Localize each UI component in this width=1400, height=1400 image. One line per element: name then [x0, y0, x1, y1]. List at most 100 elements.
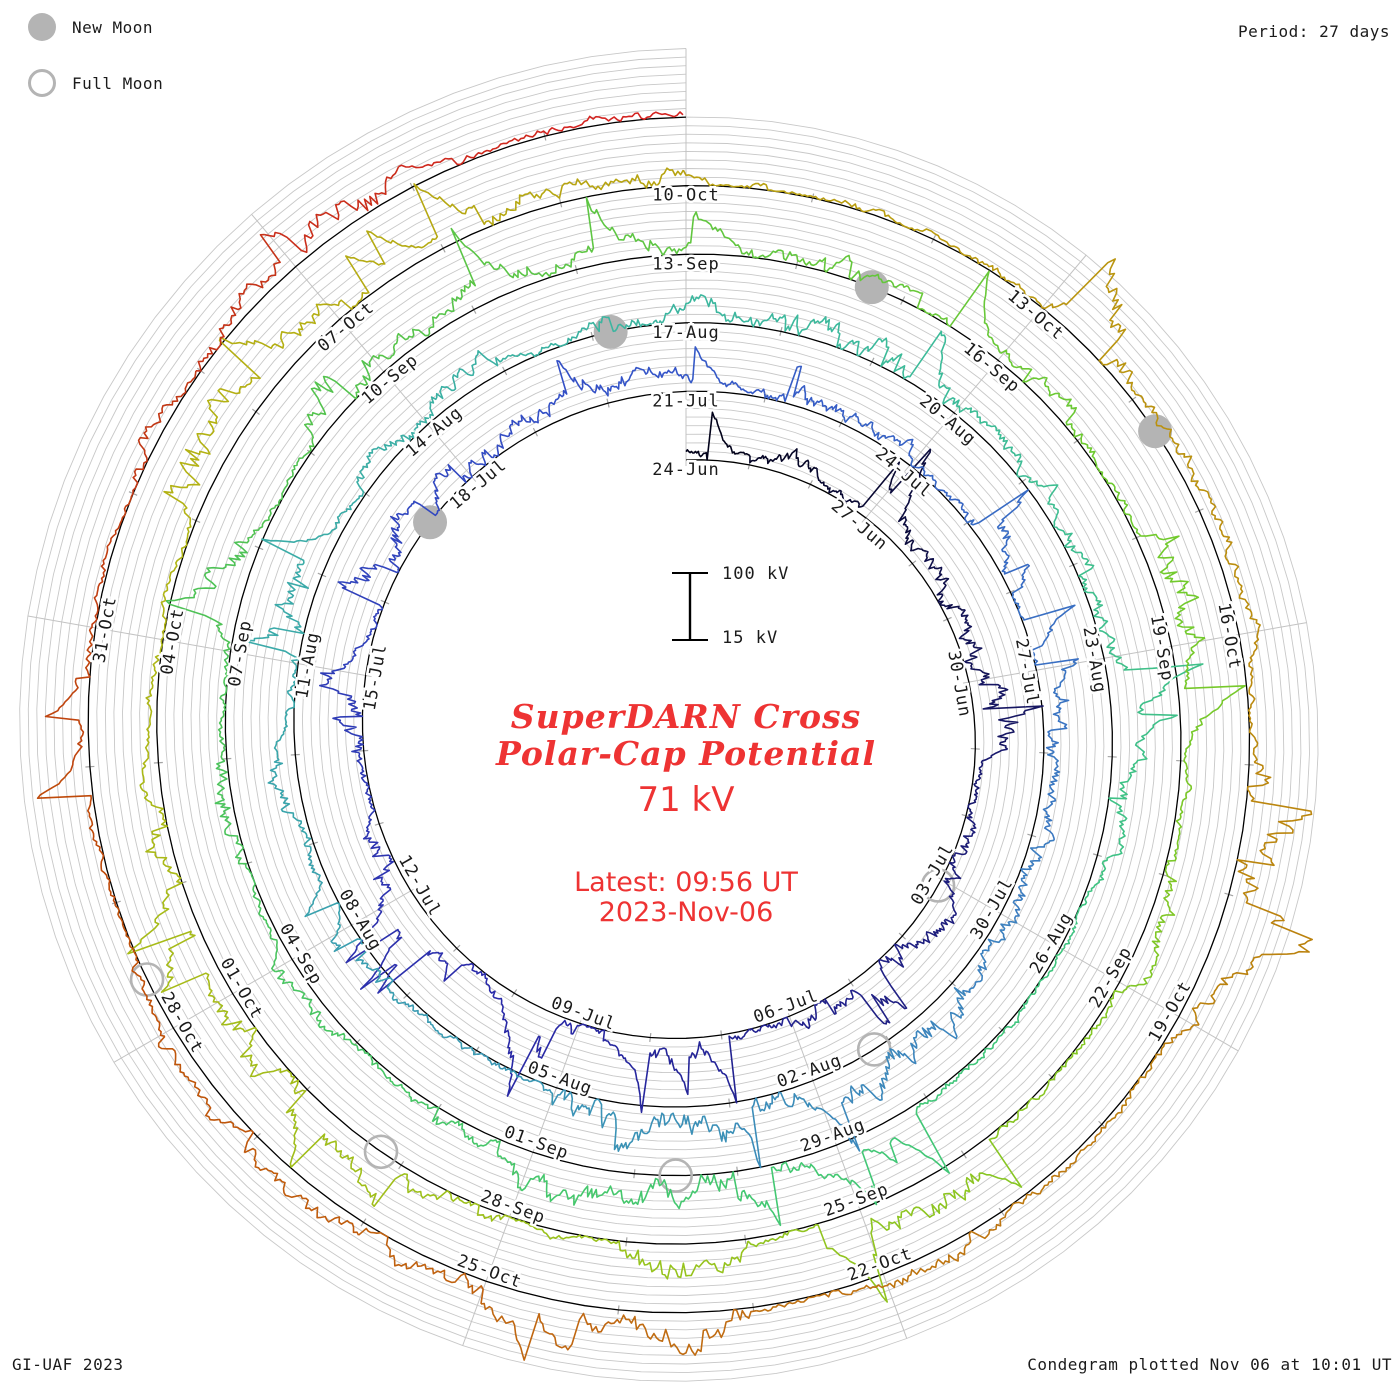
potential-trace-segment	[323, 230, 436, 311]
potential-trace-segment	[1080, 433, 1140, 535]
chart-title-line1: SuperDARN Cross	[510, 697, 862, 736]
potential-trace-segment	[239, 452, 309, 544]
potential-trace-segment	[356, 752, 376, 830]
full-moon-marker	[920, 868, 956, 903]
grid-spiral	[70, 99, 1268, 1331]
potential-trace-segment	[480, 1302, 621, 1361]
potential-trace-segment	[792, 989, 862, 1030]
potential-trace-segment	[356, 1045, 440, 1123]
scale-top-label: 100 kV	[722, 564, 790, 584]
grid-spiral	[53, 82, 1285, 1348]
new-moon-marker	[593, 314, 628, 349]
potential-trace-segment	[264, 166, 400, 254]
potential-trace-segment	[933, 232, 1042, 306]
potential-trace-segment	[587, 303, 685, 333]
potential-trace-segment	[860, 942, 918, 1025]
potential-trace-segment	[36, 770, 117, 907]
potential-trace-segment	[626, 1240, 749, 1280]
potential-trace-segment	[555, 167, 684, 199]
potential-trace-segment	[741, 1161, 853, 1227]
potential-trace-segment	[1053, 984, 1131, 1077]
potential-trace-segment	[318, 670, 365, 754]
potential-trace-segment	[1011, 584, 1079, 666]
ring-date-label: 17-Aug	[652, 323, 719, 343]
potential-trace-segment	[781, 314, 881, 357]
period-annotation: Period: 27 days	[1238, 22, 1390, 41]
full-moon-label: Full Moon	[72, 73, 164, 93]
potential-trace-segment	[795, 254, 908, 289]
potential-trace-segment	[422, 349, 499, 424]
full-moon-icon	[28, 69, 56, 97]
potential-trace-segment	[915, 880, 957, 949]
potential-trace-segment	[682, 169, 811, 198]
potential-trace-segment	[571, 196, 685, 261]
potential-trace-segment	[962, 919, 1018, 994]
potential-trace-segment	[337, 515, 403, 589]
potential-trace-segment	[239, 566, 310, 666]
potential-trace-segment	[114, 905, 166, 1038]
potential-trace-segment	[139, 765, 183, 891]
potential-trace-segment	[649, 1041, 730, 1096]
ring-date-label: 02-Aug	[774, 1050, 844, 1092]
potential-trace-segment	[747, 1224, 889, 1303]
potential-trace-segment	[842, 412, 914, 460]
potential-trace-segment	[275, 969, 358, 1047]
potential-trace-segment	[285, 1108, 396, 1207]
ring-date-label: 16-Oct	[1213, 601, 1244, 671]
potential-trace-segment	[244, 865, 279, 973]
grid-spiral	[36, 65, 1302, 1365]
potential-trace-segment	[958, 609, 990, 678]
ring-date-label: 10-Oct	[652, 186, 719, 206]
ring-date-label: 21-Jul	[652, 391, 719, 411]
ring-date-label: 31-Oct	[90, 595, 121, 665]
potential-trace-segment	[967, 748, 1008, 816]
new-moon-label: New Moon	[72, 17, 154, 37]
potential-trace-segment	[551, 1089, 643, 1152]
potential-trace-segment	[685, 411, 751, 461]
potential-trace-segment	[218, 303, 324, 395]
grid-spiral	[62, 90, 1276, 1339]
potential-trace-segment	[157, 1035, 254, 1153]
potential-trace-segment	[216, 1003, 307, 1114]
potential-trace-segment	[956, 405, 1027, 478]
potential-trace-segment	[1247, 628, 1260, 763]
legend-new-moon: New Moon	[28, 12, 163, 42]
new-moon-icon	[28, 13, 56, 41]
potential-trace-segment	[528, 359, 604, 424]
potential-trace-segment	[502, 1012, 582, 1097]
potential-trace-segment	[413, 183, 557, 240]
new-moon-marker	[413, 505, 448, 540]
ring-date-label: 06-Jul	[751, 986, 821, 1028]
potential-trace-segment	[749, 448, 817, 473]
potential-trace-segment	[330, 936, 402, 1005]
potential-trace-segment	[345, 909, 446, 994]
potential-trace-segment	[476, 1052, 554, 1106]
potential-trace-segment	[965, 489, 1030, 586]
ring-date-label: 25-Sep	[821, 1179, 891, 1221]
potential-trace-segment	[684, 346, 766, 395]
potential-trace-segment	[1045, 661, 1077, 753]
potential-trace-segment	[130, 370, 197, 497]
potential-trace-segment	[1040, 258, 1136, 395]
potential-trace-segment	[395, 463, 471, 521]
potential-trace-segment	[1012, 839, 1055, 920]
ring-date-label: 07-Sep	[225, 618, 256, 688]
latest-time: Latest: 09:56 UT	[574, 867, 798, 898]
potential-trace-segment	[261, 493, 364, 567]
potential-trace-segment	[809, 194, 935, 234]
ring-date-label: 23-Aug	[1078, 625, 1109, 695]
potential-trace-segment	[889, 1213, 1007, 1289]
potential-trace-segment	[888, 448, 932, 552]
potential-trace-segment	[450, 227, 573, 293]
potential-trace-segment	[267, 757, 312, 848]
new-moon-marker	[1138, 414, 1173, 449]
potential-trace-segment	[580, 1023, 651, 1114]
potential-trace-segment	[88, 495, 133, 631]
potential-trace-segment	[632, 1171, 743, 1210]
ring-date-label: 28-Sep	[478, 1186, 548, 1228]
radial-spoke	[962, 622, 1307, 684]
potential-trace-segment	[619, 1308, 757, 1356]
grid-spiral	[27, 56, 1310, 1374]
